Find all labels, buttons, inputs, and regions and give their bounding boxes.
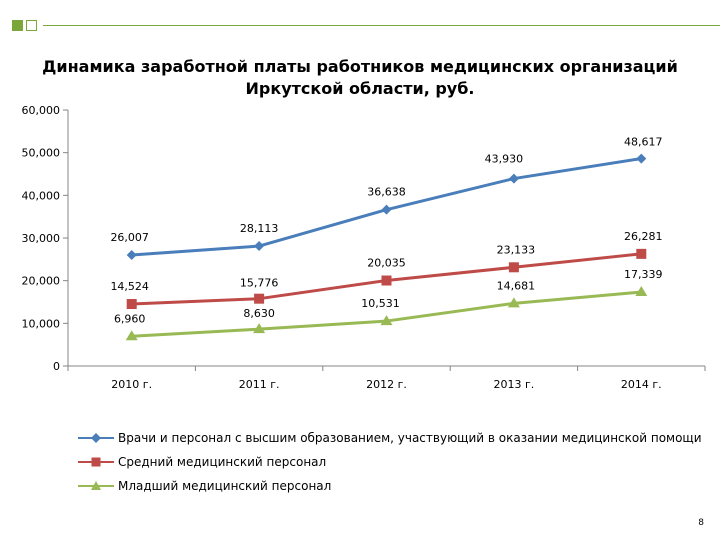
decor-top-line bbox=[43, 25, 720, 26]
y-tick-label: 50,000 bbox=[22, 147, 61, 160]
x-tick-label: 2012 г. bbox=[366, 378, 407, 391]
data-label: 20,035 bbox=[367, 257, 406, 270]
triangle-marker-icon bbox=[78, 481, 114, 490]
data-point-diamond bbox=[254, 241, 265, 252]
x-tick-label: 2010 г. bbox=[111, 378, 152, 391]
x-tick-label: 2014 г. bbox=[621, 378, 662, 391]
data-point-diamond bbox=[636, 153, 647, 164]
legend-item-junior-staff: Младший медицинский персонал bbox=[78, 476, 702, 500]
legend-label-junior-staff: Младший медицинский персонал bbox=[118, 479, 332, 493]
data-label: 14,681 bbox=[497, 279, 536, 292]
data-point-square bbox=[381, 275, 392, 286]
decor-square-filled bbox=[12, 20, 23, 31]
data-label: 10,531 bbox=[361, 297, 400, 310]
data-point-square bbox=[126, 299, 137, 310]
y-tick-label: 60,000 bbox=[22, 104, 61, 117]
data-point-square bbox=[636, 248, 647, 259]
x-tick-label: 2011 г. bbox=[239, 378, 280, 391]
chart-title-line-1: Динамика заработной платы работников мед… bbox=[42, 57, 678, 76]
square-marker-icon bbox=[78, 457, 114, 467]
data-point-square bbox=[508, 262, 519, 273]
data-label: 28,113 bbox=[240, 222, 279, 235]
diamond-marker-icon bbox=[78, 433, 114, 443]
data-label: 36,638 bbox=[367, 186, 406, 199]
data-point-triangle bbox=[635, 286, 648, 297]
page-number: 8 bbox=[698, 518, 704, 528]
legend-item-higher-education: Врачи и персонал с высшим образованием, … bbox=[78, 428, 702, 452]
data-label: 14,524 bbox=[110, 280, 149, 293]
chart-title-line-2: Иркутской области, руб. bbox=[245, 79, 475, 98]
data-label: 8,630 bbox=[243, 307, 275, 320]
chart-title: Динамика заработной платы работников мед… bbox=[20, 56, 700, 100]
data-point-diamond bbox=[508, 173, 519, 184]
data-point-square bbox=[254, 293, 265, 304]
legend-label-higher-education: Врачи и персонал с высшим образованием, … bbox=[118, 431, 702, 445]
decor-square-outline bbox=[26, 20, 37, 31]
data-label: 26,007 bbox=[110, 231, 149, 244]
data-label: 15,776 bbox=[240, 277, 279, 290]
y-tick-label: 40,000 bbox=[22, 189, 61, 202]
data-point-diamond bbox=[381, 204, 392, 215]
data-label: 23,133 bbox=[497, 243, 536, 256]
data-label: 43,930 bbox=[485, 153, 524, 166]
x-tick-label: 2013 г. bbox=[494, 378, 535, 391]
data-point-diamond bbox=[126, 250, 137, 261]
y-tick-label: 0 bbox=[53, 360, 60, 373]
data-label: 6,960 bbox=[114, 312, 146, 325]
data-label: 17,339 bbox=[624, 268, 663, 281]
y-tick-label: 30,000 bbox=[22, 232, 61, 245]
data-point-triangle bbox=[380, 315, 393, 326]
y-tick-label: 20,000 bbox=[22, 275, 61, 288]
data-point-triangle bbox=[125, 330, 138, 341]
legend-item-mid-staff: Средний медицинский персонал bbox=[78, 452, 702, 476]
y-tick-label: 10,000 bbox=[22, 317, 61, 330]
data-point-triangle bbox=[507, 297, 520, 308]
data-label: 26,281 bbox=[624, 230, 663, 243]
chart-legend: Врачи и персонал с высшим образованием, … bbox=[78, 428, 702, 500]
legend-label-mid-staff: Средний медицинский персонал bbox=[118, 455, 327, 469]
data-point-triangle bbox=[253, 323, 266, 334]
data-label: 48,617 bbox=[624, 136, 663, 149]
